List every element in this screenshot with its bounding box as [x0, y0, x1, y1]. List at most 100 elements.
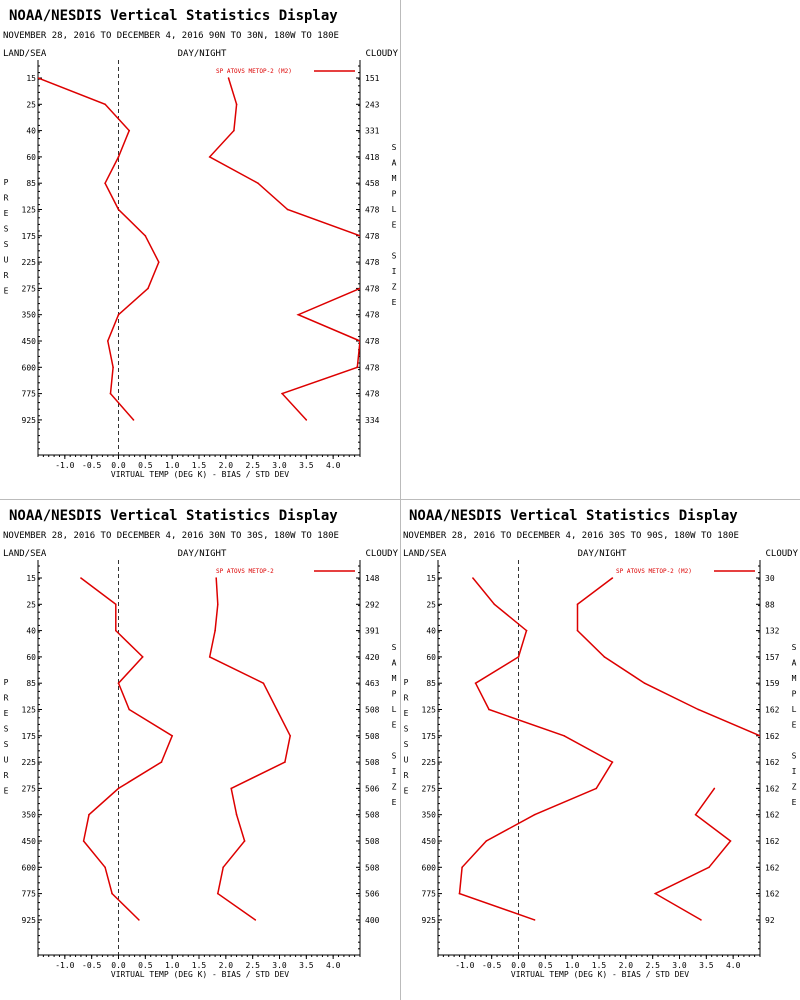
- pressure-axis-letter: R: [4, 194, 9, 203]
- bias-point: [117, 682, 120, 684]
- sample-size-axis-letter: Z: [792, 783, 797, 792]
- sample-size-axis-letter: S: [392, 643, 397, 652]
- sample-size-axis-letter: A: [792, 659, 797, 668]
- sample-size-label: 508: [365, 863, 380, 872]
- std-dev-point: [284, 761, 286, 763]
- pressure-tick-label: 925: [22, 416, 37, 425]
- sample-size-axis-letter: P: [792, 690, 797, 699]
- x-tick-label: -0.5: [482, 961, 501, 970]
- pressure-tick-label: 175: [422, 732, 437, 741]
- bias-point: [106, 340, 109, 342]
- std-dev-point: [289, 735, 292, 737]
- sample-size-axis-letter: I: [392, 267, 397, 276]
- day-night-label: DAY/NIGHT: [578, 549, 627, 559]
- sample-size-label: 508: [365, 811, 380, 820]
- sample-size-label: 162: [765, 784, 780, 793]
- sample-size-label: 148: [365, 574, 380, 583]
- std-dev-point: [281, 392, 283, 395]
- x-tick-label: -1.0: [55, 461, 74, 470]
- bias-series-line: [458, 577, 614, 921]
- pressure-axis-letter: R: [4, 694, 9, 703]
- x-tick-label: -0.5: [82, 961, 101, 970]
- bias-point: [141, 656, 144, 658]
- std-dev-point: [305, 419, 308, 421]
- pressure-tick-label: 125: [22, 706, 37, 715]
- bias-point: [157, 261, 160, 263]
- std-dev-point: [356, 366, 359, 369]
- pressure-tick-label: 225: [422, 758, 437, 767]
- sample-size-axis-letter: A: [392, 159, 397, 168]
- legend-label: SP ATOVS METOP-2 (M2): [216, 68, 292, 75]
- x-tick-label: 1.5: [192, 961, 207, 970]
- bias-point: [115, 603, 117, 606]
- land-sea-label: LAND/SEA: [3, 49, 47, 59]
- pressure-tick-label: 600: [22, 863, 37, 872]
- bias-point: [111, 892, 113, 895]
- bias-point: [611, 761, 614, 763]
- x-tick-label: 1.0: [565, 961, 580, 970]
- chart-title: NOAA/NESDIS Vertical Statistics Display: [9, 508, 338, 524]
- bias-point: [104, 866, 106, 869]
- pressure-tick-label: 350: [22, 311, 37, 320]
- std-dev-point: [227, 77, 230, 79]
- pressure-tick-label: 600: [422, 863, 437, 872]
- x-tick-label: 2.5: [245, 961, 260, 970]
- std-dev-point: [233, 129, 235, 132]
- std-dev-point: [759, 735, 760, 737]
- sample-size-label: 162: [765, 837, 780, 846]
- bias-point: [104, 103, 106, 106]
- std-dev-point: [654, 892, 657, 895]
- bias-point: [117, 313, 120, 316]
- land-sea-label: LAND/SEA: [403, 549, 447, 559]
- x-tick-label: -1.0: [455, 961, 474, 970]
- sample-size-axis-letter: E: [392, 721, 397, 730]
- std-dev-series-line: [280, 287, 360, 421]
- sample-size-label: 92: [765, 916, 775, 925]
- pressure-tick-label: 85: [26, 179, 36, 188]
- sample-size-label: 162: [765, 890, 780, 899]
- sample-size-axis-letter: A: [392, 659, 397, 668]
- sample-size-label: 132: [765, 627, 780, 636]
- sample-size-label: 478: [365, 232, 380, 241]
- panel-30s-to-90s: NOAA/NESDIS Vertical Statistics Display N…: [400, 500, 800, 1000]
- std-dev-point: [216, 892, 219, 895]
- sample-size-axis-letter: L: [792, 705, 797, 714]
- std-dev-series-line: [208, 77, 360, 237]
- pressure-tick-label: 40: [426, 627, 436, 636]
- pressure-axis-letter: S: [404, 725, 409, 734]
- bias-point: [493, 603, 496, 606]
- x-tick-label: 3.5: [299, 961, 314, 970]
- bias-point: [128, 708, 131, 711]
- x-axis-label: VIRTUAL TEMP (DEG K) - BIAS / STD DEV: [511, 970, 689, 979]
- pressure-axis-letter: U: [404, 756, 409, 765]
- axes: [37, 60, 361, 456]
- pressure-axis-letter: S: [4, 740, 9, 749]
- bias-series-line: [38, 77, 160, 421]
- x-tick-label: 4.0: [726, 961, 741, 970]
- pressure-axis-letter: E: [404, 709, 409, 718]
- std-dev-point: [216, 603, 219, 606]
- horizontal-divider: [0, 499, 800, 500]
- pressure-tick-label: 85: [26, 679, 36, 688]
- sample-size-label: 162: [765, 758, 780, 767]
- panel-90n-to-30n: NOAA/NESDIS Vertical Statistics Display N…: [0, 0, 400, 500]
- pressure-tick-label: 775: [22, 390, 37, 399]
- pressure-tick-label: 225: [22, 758, 37, 767]
- sample-size-label: 162: [765, 706, 780, 715]
- std-dev-series-line: [208, 577, 291, 921]
- pressure-tick-label: 25: [26, 600, 36, 609]
- sample-size-label: 478: [365, 284, 380, 293]
- series-group: [80, 577, 292, 921]
- vertical-stats-chart: NOAA/NESDIS Vertical Statistics Display N…: [3, 508, 399, 979]
- bias-point: [132, 419, 135, 421]
- pressure-axis-letter: R: [4, 271, 9, 280]
- sample-size-label: 478: [365, 390, 380, 399]
- bias-point: [112, 366, 114, 369]
- std-dev-point: [262, 682, 265, 684]
- x-tick-label: 3.5: [299, 461, 314, 470]
- x-tick-label: -1.0: [55, 961, 74, 970]
- x-tick-label: 2.0: [619, 961, 634, 970]
- pressure-axis-letter: S: [404, 740, 409, 749]
- sample-size-label: 478: [365, 206, 380, 215]
- bias-point: [472, 577, 474, 579]
